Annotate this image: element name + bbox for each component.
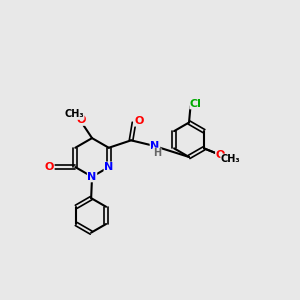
Text: Cl: Cl bbox=[190, 99, 202, 109]
Text: N: N bbox=[150, 141, 160, 151]
Text: H: H bbox=[153, 148, 161, 158]
Text: N: N bbox=[87, 172, 97, 182]
Text: O: O bbox=[44, 162, 54, 172]
Text: N: N bbox=[104, 162, 113, 172]
Text: CH₃: CH₃ bbox=[221, 154, 241, 164]
Text: CH₃: CH₃ bbox=[64, 109, 84, 119]
Text: O: O bbox=[216, 150, 225, 160]
Text: O: O bbox=[134, 116, 143, 126]
Text: O: O bbox=[76, 115, 86, 125]
